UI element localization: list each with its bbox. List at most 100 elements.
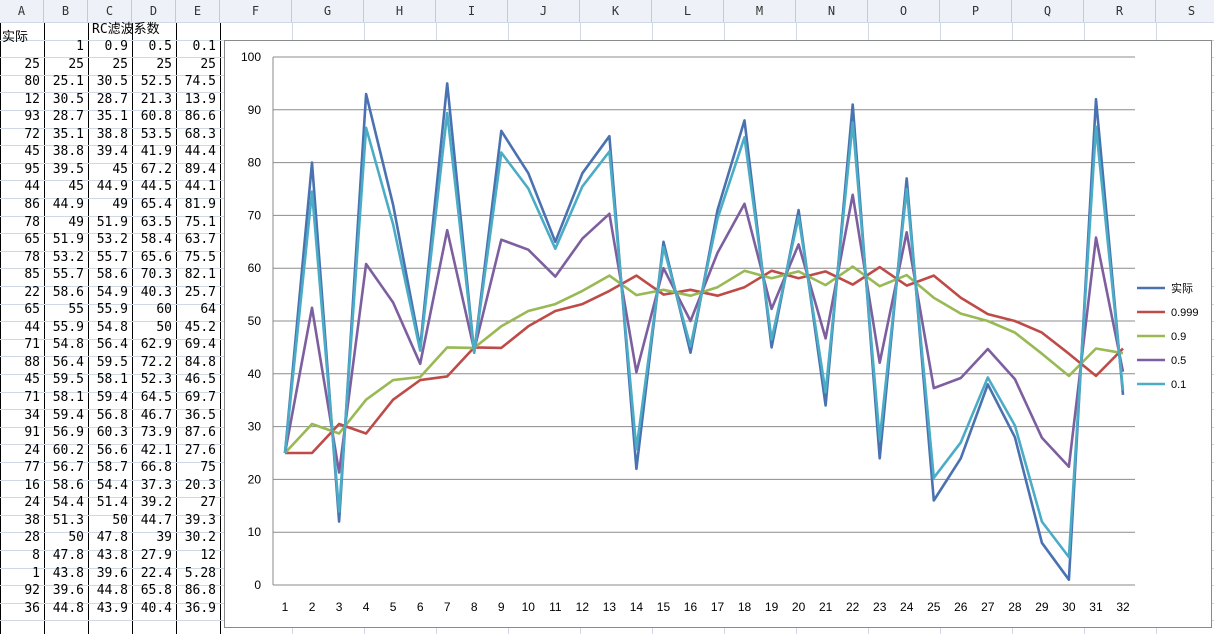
column-header-k[interactable]: K [580,0,652,22]
data-cell[interactable]: 65.6 [140,249,172,265]
column-header-e[interactable]: E [176,0,220,22]
data-cell[interactable]: 56.7 [52,460,84,476]
column-header-q[interactable]: Q [1012,0,1084,22]
data-cell[interactable]: 53.2 [96,232,128,248]
coefficient-cell[interactable]: 1 [76,39,84,54]
data-cell[interactable]: 54.8 [96,319,128,335]
data-cell[interactable]: 54.8 [52,337,84,353]
data-cell[interactable]: 27.9 [140,547,172,563]
data-cell[interactable]: 1 [32,565,40,581]
data-cell[interactable]: 40.4 [140,600,172,616]
data-cell[interactable]: 36.9 [184,600,216,616]
data-cell[interactable]: 46.7 [140,407,172,423]
data-cell[interactable]: 12 [200,547,216,563]
data-cell[interactable]: 43.8 [52,565,84,581]
data-cell[interactable]: 44.7 [140,512,172,528]
data-cell[interactable]: 30.5 [96,74,128,90]
data-cell[interactable]: 42.1 [140,442,172,458]
column-header-l[interactable]: L [652,0,724,22]
data-cell[interactable]: 25 [68,56,84,72]
data-cell[interactable]: 71 [24,337,40,353]
data-cell[interactable]: 28 [24,530,40,546]
data-cell[interactable]: 44.5 [140,179,172,195]
data-cell[interactable]: 62.9 [140,337,172,353]
data-cell[interactable]: 56.4 [96,337,128,353]
data-cell[interactable]: 25 [156,56,172,72]
data-cell[interactable]: 89.4 [184,161,216,177]
data-cell[interactable]: 12 [24,91,40,107]
column-header-g[interactable]: G [292,0,364,22]
data-cell[interactable]: 54.9 [96,284,128,300]
data-cell[interactable]: 53.2 [52,249,84,265]
data-cell[interactable]: 5.28 [184,565,216,581]
data-cell[interactable]: 44.8 [96,583,128,599]
data-cell[interactable]: 38.8 [96,126,128,142]
data-cell[interactable]: 39.6 [52,583,84,599]
data-cell[interactable]: 72.2 [140,354,172,370]
data-cell[interactable]: 81.9 [184,196,216,212]
data-cell[interactable]: 59.4 [52,407,84,423]
data-cell[interactable]: 60.2 [52,442,84,458]
data-cell[interactable]: 84.8 [184,354,216,370]
data-cell[interactable]: 47.8 [52,547,84,563]
data-cell[interactable]: 50 [112,512,128,528]
data-cell[interactable]: 78 [24,249,40,265]
data-cell[interactable]: 30.5 [52,91,84,107]
data-cell[interactable]: 27 [200,495,216,511]
data-cell[interactable]: 87.6 [184,425,216,441]
data-cell[interactable]: 43.8 [96,547,128,563]
data-cell[interactable]: 39.4 [96,144,128,160]
data-cell[interactable]: 27.6 [184,442,216,458]
data-cell[interactable]: 20.3 [184,477,216,493]
data-cell[interactable]: 58.6 [96,267,128,283]
data-cell[interactable]: 91 [24,425,40,441]
column-header-o[interactable]: O [868,0,940,22]
data-cell[interactable]: 25.1 [52,74,84,90]
data-cell[interactable]: 65 [24,232,40,248]
column-header-h[interactable]: H [364,0,436,22]
column-header-n[interactable]: N [796,0,868,22]
data-cell[interactable]: 35.1 [96,109,128,125]
data-cell[interactable]: 36 [24,600,40,616]
data-cell[interactable]: 52.5 [140,74,172,90]
data-cell[interactable]: 49 [68,214,84,230]
data-cell[interactable]: 68.3 [184,126,216,142]
column-header-f[interactable]: F [220,0,292,22]
data-cell[interactable]: 58.1 [52,390,84,405]
data-cell[interactable]: 74.5 [184,74,216,90]
data-cell[interactable]: 75.5 [184,249,216,265]
data-cell[interactable]: 60 [156,302,172,318]
data-cell[interactable]: 60.8 [140,109,172,125]
data-cell[interactable]: 56.4 [52,354,84,370]
data-cell[interactable]: 51.4 [96,495,128,511]
data-cell[interactable]: 52.3 [140,372,172,388]
column-header-c[interactable]: C [88,0,132,22]
data-cell[interactable]: 80 [24,74,40,90]
data-cell[interactable]: 73.9 [140,425,172,441]
data-cell[interactable]: 58.6 [52,284,84,300]
data-cell[interactable]: 45 [24,372,40,388]
data-cell[interactable]: 54.4 [96,477,128,493]
data-cell[interactable]: 82.1 [184,267,216,283]
data-cell[interactable]: 86 [24,196,40,212]
data-cell[interactable]: 47.8 [96,530,128,546]
column-header-j[interactable]: J [508,0,580,22]
data-cell[interactable]: 53.5 [140,126,172,142]
data-cell[interactable]: 40.3 [140,284,172,300]
data-cell[interactable]: 43.9 [96,600,128,616]
coefficient-cell[interactable]: 0.1 [192,39,216,54]
data-cell[interactable]: 75 [200,460,216,476]
data-cell[interactable]: 13.9 [184,91,216,107]
data-cell[interactable]: 28.7 [96,91,128,107]
data-cell[interactable]: 88 [24,354,40,370]
data-cell[interactable]: 75.1 [184,214,216,230]
data-cell[interactable]: 38 [24,512,40,528]
data-cell[interactable]: 65.8 [140,583,172,599]
data-cell[interactable]: 39.5 [52,161,84,177]
data-cell[interactable]: 65 [24,302,40,318]
data-cell[interactable]: 55.7 [96,249,128,265]
data-cell[interactable]: 45.2 [184,319,216,335]
data-cell[interactable]: 58.1 [96,372,128,388]
data-cell[interactable]: 95 [24,161,40,177]
data-cell[interactable]: 72 [24,126,40,142]
